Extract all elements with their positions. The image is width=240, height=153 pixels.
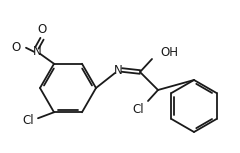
- Text: O: O: [11, 41, 21, 54]
- Text: N: N: [114, 63, 122, 76]
- Text: O: O: [37, 23, 47, 36]
- Text: Cl: Cl: [132, 103, 144, 116]
- Text: Cl: Cl: [22, 114, 34, 127]
- Text: OH: OH: [160, 45, 178, 58]
- Text: N: N: [33, 45, 41, 58]
